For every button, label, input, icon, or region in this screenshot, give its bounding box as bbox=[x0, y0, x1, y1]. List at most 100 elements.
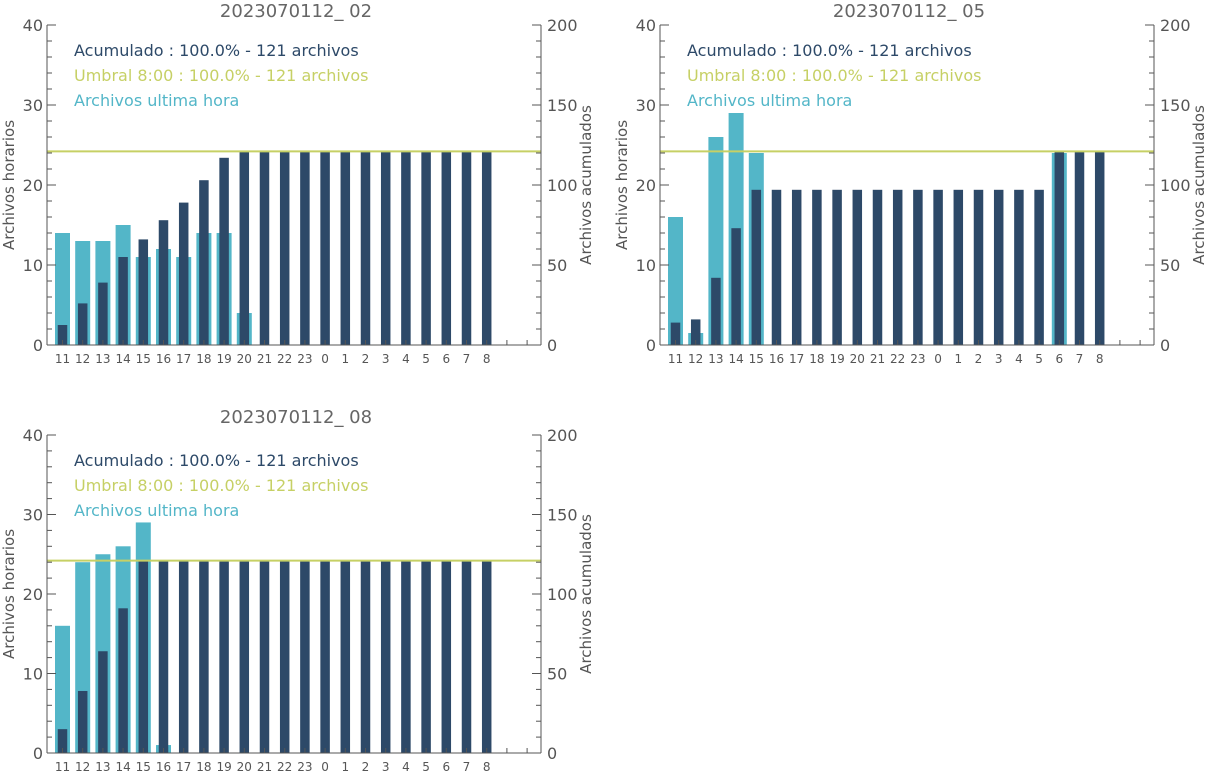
legend-entry: Acumulado : 100.0% - 121 archivos bbox=[74, 451, 359, 470]
cumulative-bar bbox=[98, 282, 108, 345]
cumulative-bar bbox=[1054, 151, 1065, 345]
cumulative-bar bbox=[77, 303, 88, 345]
x-tick-label: 22 bbox=[277, 760, 292, 771]
cumulative-bar bbox=[178, 560, 189, 753]
x-tick-label: 1 bbox=[954, 352, 962, 366]
y-tick-label-left: 20 bbox=[636, 176, 656, 195]
x-tick-label: 8 bbox=[483, 352, 491, 366]
x-tick-label: 22 bbox=[890, 352, 905, 366]
x-tick-label: 13 bbox=[95, 760, 110, 771]
x-tick-label: 23 bbox=[910, 352, 925, 366]
cumulative-bar bbox=[219, 560, 229, 753]
y-tick-label-right: 0 bbox=[1160, 336, 1170, 355]
cumulative-bar bbox=[259, 560, 270, 753]
x-tick-label: 0 bbox=[321, 352, 329, 366]
y-tick-label-left: 30 bbox=[636, 96, 656, 115]
y-tick-label-left: 0 bbox=[33, 336, 43, 355]
y-axis-title-left: Archivos horarios bbox=[0, 120, 18, 250]
y-tick-label-left: 40 bbox=[23, 426, 43, 445]
cumulative-bar bbox=[1074, 151, 1085, 345]
cumulative-bar bbox=[481, 560, 492, 753]
y-tick-label-right: 150 bbox=[547, 506, 578, 525]
cumulative-bar bbox=[461, 560, 472, 753]
y-tick-label-right: 150 bbox=[1160, 96, 1191, 115]
chart-panel-2: 11 12 13 14 15 16 17 18 19 20 21 22 23 0 1 2 3 4 5 6 7 801020… bbox=[613, 1, 1206, 366]
cumulative-bar bbox=[360, 151, 371, 345]
x-tick-label: 15 bbox=[749, 352, 764, 366]
cumulative-bar bbox=[360, 560, 371, 753]
x-tick-label: 4 bbox=[402, 760, 410, 771]
cumulative-bar bbox=[57, 325, 68, 345]
x-tick-label: 1 bbox=[341, 760, 349, 771]
x-tick-label: 8 bbox=[1096, 352, 1104, 366]
cumulative-bar bbox=[670, 322, 681, 345]
cumulative-bar bbox=[138, 560, 149, 753]
x-tick-label: 21 bbox=[257, 760, 272, 771]
legend-entry: Acumulado : 100.0% - 121 archivos bbox=[74, 41, 359, 60]
x-tick-label: 22 bbox=[277, 352, 292, 366]
x-tick-label: 17 bbox=[176, 760, 191, 771]
cumulative-bar bbox=[239, 151, 250, 345]
cumulative-bar bbox=[690, 319, 701, 345]
legend-entry: Archivos ultima hora bbox=[687, 91, 852, 110]
x-tick-label: 17 bbox=[176, 352, 191, 366]
cumulative-bar bbox=[953, 189, 964, 345]
y-tick-label-right: 100 bbox=[547, 585, 578, 604]
cumulative-bar bbox=[401, 560, 411, 753]
chart-title: 2023070112_ 08 bbox=[220, 407, 372, 428]
cumulative-bar bbox=[1094, 151, 1105, 345]
x-tick-label: 4 bbox=[402, 352, 410, 366]
legend-entry: Umbral 8:00 : 100.0% - 121 archivos bbox=[687, 66, 981, 85]
y-tick-label-left: 10 bbox=[23, 665, 43, 684]
y-tick-label-left: 30 bbox=[23, 96, 43, 115]
chart-title: 2023070112_ 05 bbox=[833, 1, 985, 22]
x-tick-label: 1 bbox=[341, 352, 349, 366]
y-tick-label-right: 200 bbox=[547, 16, 578, 35]
x-tick-label: 5 bbox=[422, 352, 430, 366]
x-tick-label: 3 bbox=[995, 352, 1003, 366]
x-tick-label: 23 bbox=[297, 760, 312, 771]
cumulative-bar bbox=[993, 189, 1004, 345]
x-tick-label: 15 bbox=[136, 352, 151, 366]
x-tick-label: 18 bbox=[809, 352, 824, 366]
cumulative-bar bbox=[731, 228, 741, 345]
cumulative-bar bbox=[279, 151, 290, 345]
y-axis-title-left: Archivos horarios bbox=[613, 120, 631, 250]
legend-entry: Archivos ultima hora bbox=[74, 501, 239, 520]
x-tick-label: 2 bbox=[975, 352, 983, 366]
y-tick-label-right: 50 bbox=[1160, 256, 1180, 275]
legend-entry: Umbral 8:00 : 100.0% - 121 archivos bbox=[74, 476, 368, 495]
cumulative-bar bbox=[481, 151, 492, 345]
cumulative-bar bbox=[57, 729, 68, 753]
cumulative-bar bbox=[340, 560, 351, 753]
cumulative-bar bbox=[279, 560, 290, 753]
cumulative-bar bbox=[852, 189, 863, 345]
cumulative-bar bbox=[380, 560, 391, 753]
cumulative-bar bbox=[158, 560, 169, 753]
cumulative-bar bbox=[118, 257, 128, 345]
x-tick-label: 0 bbox=[321, 760, 329, 771]
cumulative-bar bbox=[300, 560, 310, 753]
cumulative-bar bbox=[118, 608, 128, 753]
cumulative-bar bbox=[812, 189, 822, 345]
x-tick-label: 8 bbox=[483, 760, 491, 771]
legend-entry: Umbral 8:00 : 100.0% - 121 archivos bbox=[74, 66, 368, 85]
x-tick-label: 7 bbox=[1076, 352, 1084, 366]
y-tick-label-left: 0 bbox=[646, 336, 656, 355]
x-tick-label: 20 bbox=[237, 760, 252, 771]
legend-entry: Archivos ultima hora bbox=[74, 91, 239, 110]
cumulative-bar bbox=[1014, 189, 1024, 345]
x-tick-label: 0 bbox=[934, 352, 942, 366]
y-tick-label-right: 50 bbox=[547, 256, 567, 275]
y-tick-label-left: 10 bbox=[23, 256, 43, 275]
x-tick-label: 6 bbox=[1055, 352, 1063, 366]
x-tick-label: 23 bbox=[297, 352, 312, 366]
cumulative-bar bbox=[178, 202, 189, 345]
x-tick-label: 3 bbox=[382, 760, 390, 771]
cumulative-bar bbox=[239, 560, 250, 753]
y-tick-label-right: 0 bbox=[547, 336, 557, 355]
legend-entry: Acumulado : 100.0% - 121 archivos bbox=[687, 41, 972, 60]
x-tick-label: 18 bbox=[196, 352, 211, 366]
cumulative-bar bbox=[711, 277, 721, 345]
